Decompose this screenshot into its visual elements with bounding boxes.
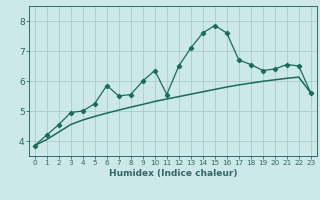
- X-axis label: Humidex (Indice chaleur): Humidex (Indice chaleur): [108, 169, 237, 178]
